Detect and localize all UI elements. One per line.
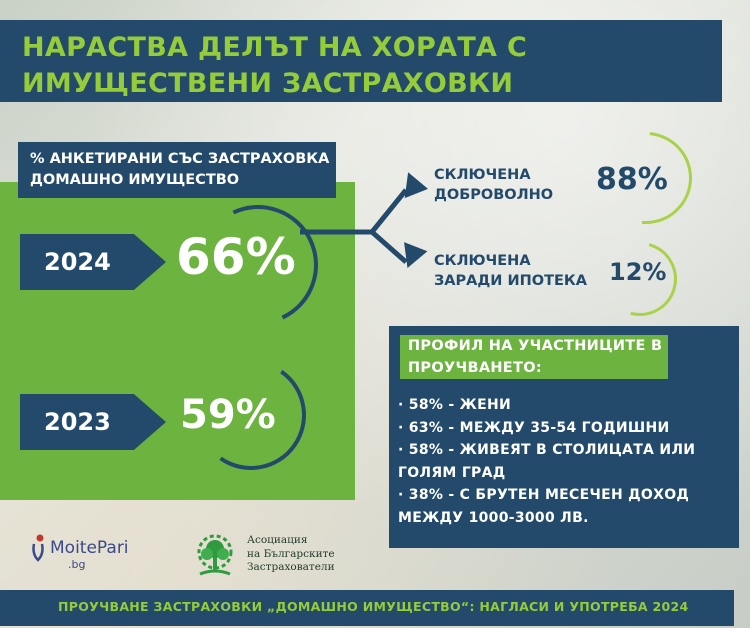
voluntary-label-line1: СКЛЮЧЕНА <box>434 167 531 183</box>
voluntary-label: СКЛЮЧЕНА ДОБРОВОЛНО <box>434 165 553 205</box>
mortgage-label: СКЛЮЧЕНА ЗАРАДИ ИПОТЕКА <box>434 251 587 291</box>
profile-item: · 58% - ЖЕНИ <box>398 397 511 413</box>
pct-2023: 59% <box>180 392 276 438</box>
moitepari-tld: .bg <box>68 558 86 571</box>
page-title: НАРАСТВА ДЕЛЪТ НА ХОРАТА С ИМУЩЕСТВЕНИ З… <box>22 32 528 99</box>
mortgage-label-line2: ЗАРАДИ ИПОТЕКА <box>434 273 587 289</box>
tree-logo-icon <box>197 534 233 576</box>
year-2023-arrow: 2023 <box>20 394 166 450</box>
footer-text: ПРОУЧВАНЕ ЗАСТРАХОВКИ „ДОМАШНО ИМУЩЕСТВО… <box>58 599 689 614</box>
pct-voluntary: 88% <box>596 162 668 197</box>
profile-item: · 63% - МЕЖДУ 35-54 ГОДИШНИ <box>398 419 670 436</box>
pct-2024: 66% <box>176 228 296 286</box>
profile-title: ПРОФИЛ НА УЧАСТНИЦИТЕ В ПРОУЧВАНЕТО: <box>408 338 663 376</box>
panel-label-box <box>18 142 336 198</box>
arrow-down-head <box>404 242 428 269</box>
moitepari-logo-icon <box>32 534 44 562</box>
pct-mortgage: 12% <box>609 258 667 286</box>
title-banner <box>0 20 722 102</box>
association-logo-text: Асоциация на Българските Застрахователи <box>247 534 335 575</box>
voluntary-label-line2: ДОБРОВОЛНО <box>434 187 554 203</box>
association-line3: Застрахователи <box>247 561 335 573</box>
mortgage-label-line1: СКЛЮЧЕНА <box>434 253 531 269</box>
year-2024-label: 2024 <box>44 248 111 276</box>
arrow-up-head <box>404 172 429 199</box>
profile-list: · 58% - ЖЕНИ · 63% - МЕЖДУ 35-54 ГОДИШНИ… <box>398 394 734 529</box>
profile-title-box <box>400 335 668 379</box>
footer-banner <box>0 590 734 626</box>
arrow-down-line <box>370 230 408 264</box>
arrow-up-line <box>300 188 408 235</box>
profile-item: · 38% - С БРУТЕН МЕСЕЧЕН ДОХОД МЕЖДУ 100… <box>398 487 690 526</box>
year-2024-arrow: 2024 <box>20 234 166 290</box>
profile-item: · 58% - ЖИВЕЯТ В СТОЛИЦАТА ИЛИ ГОЛЯМ ГРА… <box>398 442 696 481</box>
association-line2: на Българските <box>247 547 335 560</box>
association-line1: Асоциация <box>247 534 308 546</box>
year-2023-label: 2023 <box>44 408 111 436</box>
moitepari-logo: MoitePari <box>50 538 129 558</box>
panel-label: % АНКЕТИРАНИ СЪС ЗАСТРАХОВКА ДОМАШНО ИМУ… <box>30 151 330 188</box>
